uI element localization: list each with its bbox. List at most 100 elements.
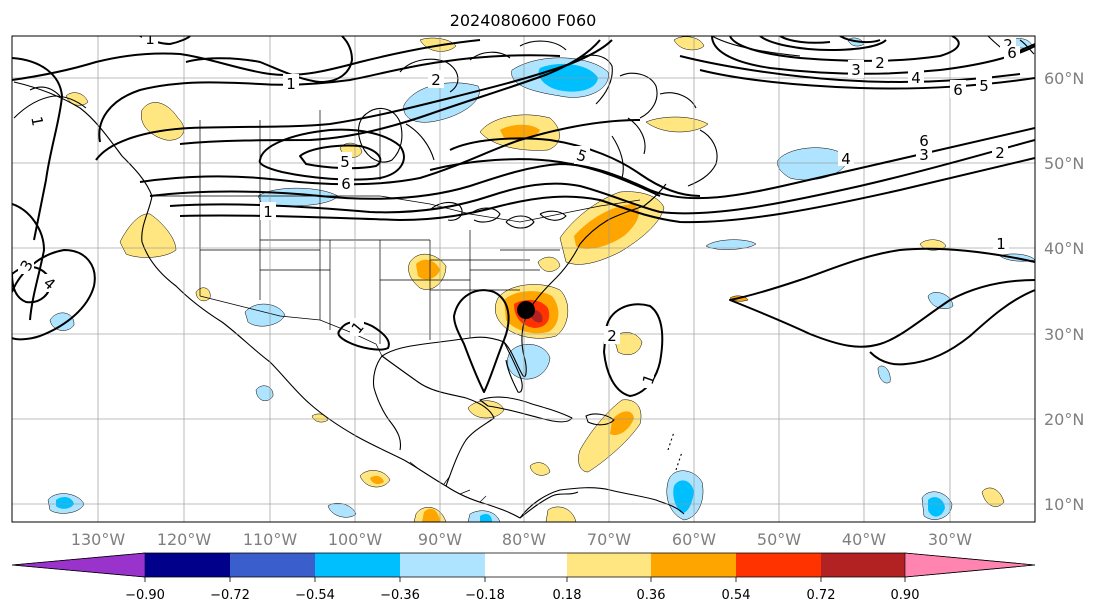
contour-line bbox=[185, 36, 353, 83]
contour-label: 4 bbox=[911, 69, 921, 87]
latitude-label: 60°N bbox=[1044, 69, 1084, 88]
colorbar-segment bbox=[651, 553, 736, 577]
negative-anomaly-region bbox=[56, 496, 74, 509]
negative-anomaly-region bbox=[927, 292, 954, 309]
positive-anomaly-region bbox=[416, 259, 440, 280]
contour-line bbox=[179, 39, 601, 145]
positive-anomaly-region bbox=[370, 475, 384, 485]
south-america-north-coast bbox=[519, 487, 685, 519]
north-america-west-coast bbox=[13, 81, 521, 519]
colorbar-tick-label: −0.18 bbox=[465, 588, 505, 603]
contour-label-group: 1 1 1 1 1 1 1 2 2 2 2 2 3 3 bbox=[17, 30, 1020, 388]
longitude-label: 120°W bbox=[157, 530, 212, 549]
negative-anomaly-region bbox=[327, 503, 357, 518]
negative-anomaly-region bbox=[877, 365, 891, 384]
positive-anomaly-region bbox=[613, 332, 643, 355]
florida bbox=[503, 341, 523, 393]
latitude-label: 30°N bbox=[1044, 325, 1084, 344]
contour-label: 3 bbox=[919, 146, 929, 164]
negative-anomaly-region bbox=[673, 480, 694, 513]
map-area: 1 1 1 1 1 1 1 2 2 2 2 2 3 3 bbox=[12, 30, 1035, 522]
contour-label: 1 bbox=[286, 75, 296, 93]
contour-line bbox=[453, 289, 510, 393]
contour-line bbox=[169, 139, 1035, 215]
anomaly-shading bbox=[47, 36, 1035, 522]
negative-anomaly-region bbox=[255, 385, 274, 402]
contour-line bbox=[729, 247, 1035, 348]
contour-line bbox=[779, 36, 831, 44]
negative-anomaly-region bbox=[705, 239, 757, 250]
storm-center-marker bbox=[517, 301, 535, 319]
positive-anomaly-region bbox=[981, 487, 1005, 507]
contour-label: 6 bbox=[919, 132, 929, 150]
contour-line bbox=[449, 137, 701, 197]
us-canada-border bbox=[150, 195, 641, 223]
lesser-antilles bbox=[667, 431, 683, 471]
contour-label: 3 bbox=[851, 61, 861, 79]
colorbar-segment bbox=[821, 553, 905, 577]
colorbar-segment bbox=[400, 553, 485, 577]
latitude-label: 50°N bbox=[1044, 154, 1084, 173]
colorbar-extend-min bbox=[11, 552, 146, 578]
alaska-coast bbox=[13, 86, 87, 119]
contour-label: 6 bbox=[953, 81, 963, 99]
contour-label: 2 bbox=[1003, 36, 1013, 54]
negative-anomaly-region bbox=[480, 514, 492, 522]
mexico-central-america bbox=[409, 461, 487, 503]
great-lakes bbox=[429, 201, 567, 229]
colorbar-segment bbox=[230, 553, 315, 577]
contour-label: 6 bbox=[341, 175, 351, 193]
contour-line bbox=[12, 249, 96, 341]
contour-label: 6 bbox=[1007, 44, 1017, 62]
us-gulf-atlantic-coast bbox=[381, 183, 667, 378]
contour-label: 1 bbox=[145, 30, 155, 48]
negative-anomaly-region bbox=[928, 497, 945, 517]
map-title: 2024080600 F060 bbox=[450, 11, 597, 30]
contour-line bbox=[12, 39, 481, 81]
colorbar-tick-label: 0.72 bbox=[807, 588, 836, 603]
contour-line bbox=[603, 303, 664, 397]
colorbar-tick-label: 0.90 bbox=[891, 588, 920, 603]
colorbar-segment bbox=[567, 553, 651, 577]
contour-line bbox=[299, 144, 382, 170]
latitude-label: 40°N bbox=[1044, 239, 1084, 258]
positive-anomaly-region bbox=[610, 411, 634, 436]
latitude-label: 20°N bbox=[1044, 410, 1084, 429]
colorbar: −0.90 −0.72 −0.54 −0.36 −0.18 0.18 0.36 … bbox=[11, 552, 1036, 603]
map-frame bbox=[11, 35, 1036, 523]
positive-anomaly-region bbox=[645, 116, 709, 133]
contour-line bbox=[98, 54, 561, 143]
positive-anomaly-region bbox=[119, 213, 177, 258]
cuba bbox=[479, 396, 573, 423]
positive-anomaly-region bbox=[545, 506, 577, 522]
colorbar-segment bbox=[485, 553, 567, 577]
contour-label: 2 bbox=[875, 54, 885, 72]
colorbar-tick-label: 0.54 bbox=[722, 588, 751, 603]
contour-label: 1 bbox=[27, 115, 46, 128]
contour-lines bbox=[12, 36, 1035, 397]
contour-line bbox=[729, 36, 960, 62]
colorbar-tick-label: −0.36 bbox=[380, 588, 420, 603]
longitude-labels: 130°W 120°W 110°W 100°W 90°W 80°W 70°W 6… bbox=[71, 530, 972, 549]
longitude-label: 90°W bbox=[418, 530, 462, 549]
contour-label: 2 bbox=[995, 144, 1005, 162]
contour-label: 4 bbox=[841, 150, 851, 168]
positive-anomaly-region bbox=[467, 400, 505, 419]
colorbar-tick-label: −0.54 bbox=[295, 588, 335, 603]
longitude-label: 100°W bbox=[328, 530, 383, 549]
contour-label: 1 bbox=[263, 203, 273, 221]
positive-anomaly-region bbox=[529, 462, 551, 476]
contour-label: 2 bbox=[431, 71, 441, 89]
contour-label: 2 bbox=[607, 327, 617, 345]
longitude-label: 130°W bbox=[71, 530, 126, 549]
contour-line bbox=[839, 36, 881, 44]
gulf-coast bbox=[372, 355, 579, 519]
contour-line bbox=[869, 289, 1035, 366]
colorbar-tick-label: 0.36 bbox=[637, 588, 666, 603]
contour-label: 5 bbox=[340, 153, 350, 171]
colorbar-tick-label: −0.72 bbox=[210, 588, 250, 603]
latitude-label: 10°N bbox=[1044, 495, 1084, 514]
longitude-label: 80°W bbox=[502, 530, 546, 549]
colorbar-extend-max bbox=[904, 552, 1036, 578]
colorbar-segment bbox=[736, 553, 821, 577]
